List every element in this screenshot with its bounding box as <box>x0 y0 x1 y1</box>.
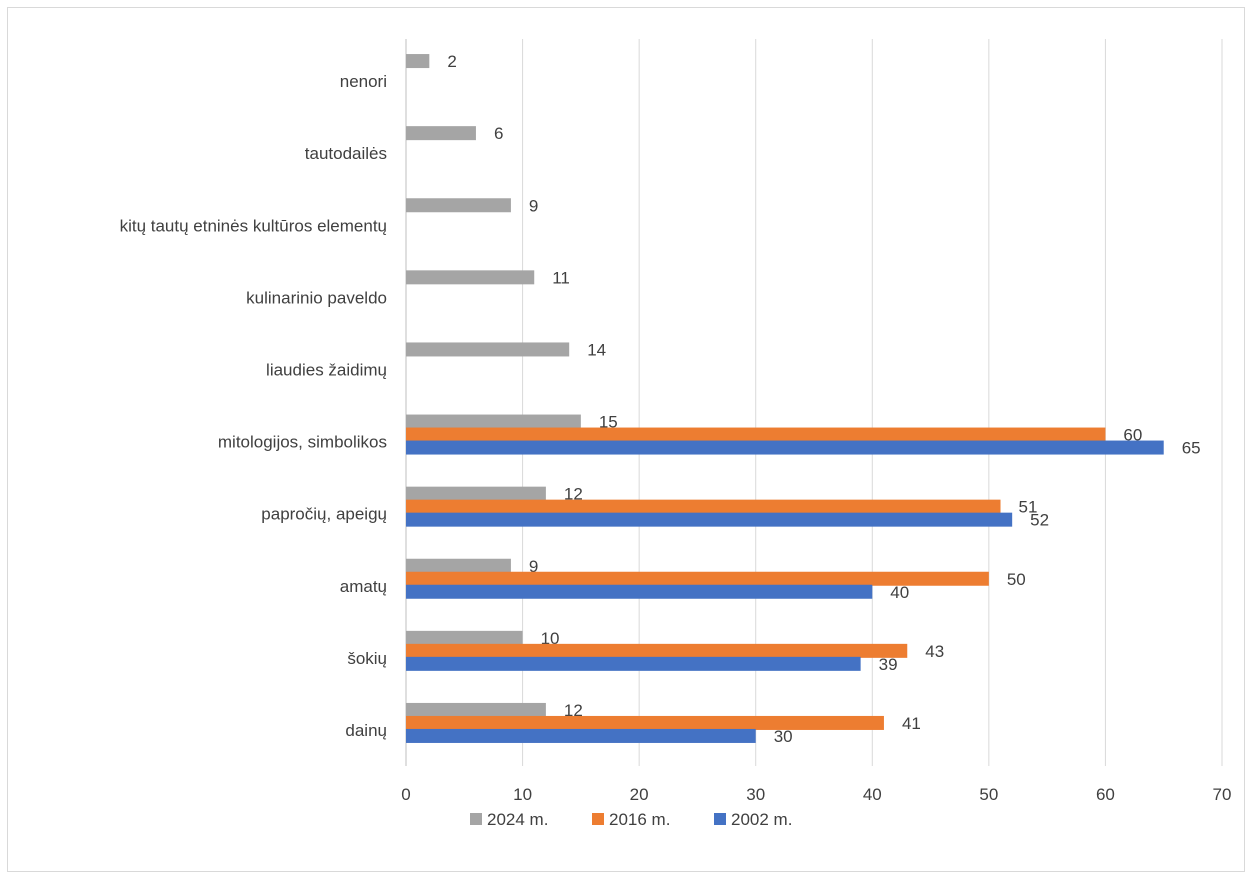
bar <box>406 702 546 717</box>
data-label: 40 <box>890 583 909 602</box>
data-label: 2 <box>447 52 456 71</box>
category-label: šokių <box>347 649 387 668</box>
bar <box>406 656 861 671</box>
legend-swatch <box>592 813 604 825</box>
legend-label: 2024 m. <box>487 810 548 829</box>
data-label: 52 <box>1030 511 1049 530</box>
x-tick-label: 20 <box>630 785 649 804</box>
category-label: liaudies žaidimų <box>266 360 387 379</box>
data-label: 10 <box>541 629 560 648</box>
bar <box>406 499 1001 514</box>
data-label: 39 <box>879 655 898 674</box>
category-label: tautodailės <box>305 144 387 163</box>
category-label: dainų <box>345 721 387 740</box>
data-label: 41 <box>902 714 921 733</box>
legend-swatch <box>714 813 726 825</box>
data-label: 51 <box>1019 498 1038 517</box>
category-label: mitologijos, simbolikos <box>218 433 387 452</box>
data-label: 12 <box>564 485 583 504</box>
category-label: amatų <box>340 577 387 596</box>
data-label: 9 <box>529 196 538 215</box>
bar <box>406 54 430 69</box>
legend-label: 2016 m. <box>609 810 670 829</box>
category-label: papročių, apeigų <box>261 505 387 524</box>
x-tick-label: 0 <box>401 785 410 804</box>
data-label: 9 <box>529 557 538 576</box>
x-tick-label: 70 <box>1213 785 1232 804</box>
data-label: 43 <box>925 642 944 661</box>
x-tick-label: 60 <box>1096 785 1115 804</box>
bar <box>406 728 756 743</box>
data-label: 6 <box>494 124 503 143</box>
data-label: 65 <box>1182 439 1201 458</box>
data-label: 12 <box>564 701 583 720</box>
bar <box>406 715 884 730</box>
data-label: 15 <box>599 413 618 432</box>
bar <box>406 342 570 357</box>
data-label: 14 <box>587 340 606 359</box>
bar <box>406 427 1106 442</box>
x-tick-label: 10 <box>513 785 532 804</box>
data-label: 50 <box>1007 570 1026 589</box>
category-label: nenori <box>340 72 387 91</box>
bar <box>406 571 989 586</box>
bar <box>406 270 535 285</box>
data-label: 30 <box>774 727 793 746</box>
category-label: kulinarinio paveldo <box>246 288 387 307</box>
legend-label: 2002 m. <box>731 810 792 829</box>
bar <box>406 198 511 213</box>
bar <box>406 414 581 429</box>
bar <box>406 486 546 501</box>
bar <box>406 584 873 599</box>
x-tick-label: 50 <box>979 785 998 804</box>
legend-swatch <box>470 813 482 825</box>
bar <box>406 643 908 658</box>
category-label: kitų tautų etninės kultūros elementų <box>120 216 387 235</box>
bar <box>406 630 523 645</box>
x-tick-label: 30 <box>746 785 765 804</box>
bar <box>406 126 476 141</box>
data-label: 11 <box>552 268 570 287</box>
data-label: 60 <box>1123 426 1142 445</box>
bar <box>406 440 1164 455</box>
bar <box>406 558 511 573</box>
bar <box>406 512 1013 527</box>
x-tick-label: 40 <box>863 785 882 804</box>
